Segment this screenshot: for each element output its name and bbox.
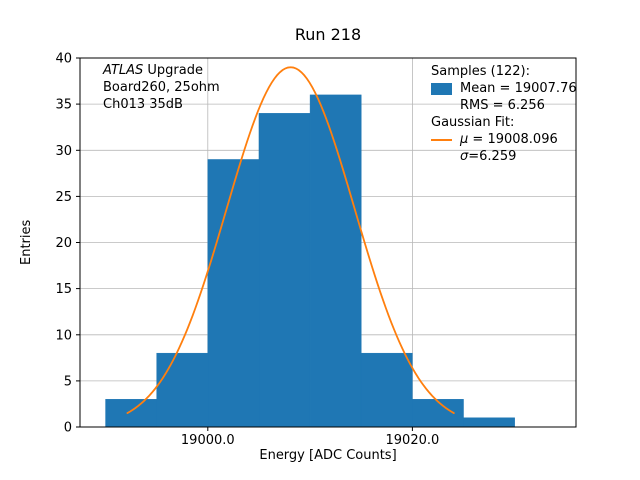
gaussian-fit-curve	[126, 66, 455, 414]
chart-title: Run 218	[294, 25, 362, 44]
y-tick-label: 5	[64, 374, 72, 389]
y-tick-label: 20	[55, 236, 72, 251]
legend-mu-label: μ = 19008.096	[460, 132, 558, 147]
legend-mean-row: Mean = 19007.76	[431, 80, 577, 97]
legend-sigma-label: σ=6.259	[460, 149, 517, 164]
y-tick-label: 30	[55, 144, 72, 159]
y-tick-label: 0	[64, 421, 72, 436]
histogram-bar	[412, 399, 464, 428]
y-tick-label: 40	[55, 52, 72, 67]
y-tick-label: 35	[55, 98, 72, 113]
x-axis-label: Energy [ADC Counts]	[259, 448, 397, 463]
annotation-line2: Board260, 25ohm	[103, 80, 220, 95]
x-tick-label: 19000.0	[181, 433, 235, 448]
legend-samples-header: Samples (122):	[431, 64, 530, 79]
y-tick-label: 15	[55, 282, 72, 297]
annotation-block: ATLAS Upgrade Board260, 25ohm Ch013 35dB	[103, 62, 220, 113]
legend-sigma-row: σ=6.259	[431, 148, 577, 165]
histogram-bar	[463, 417, 515, 428]
histogram-bar	[309, 94, 362, 428]
histogram-swatch	[431, 82, 452, 95]
legend-mu-row: μ = 19008.096	[431, 131, 577, 148]
legend-rms-label: RMS = 6.256	[460, 98, 545, 113]
y-axis-label: Entries	[19, 219, 34, 265]
legend-fit-header: Gaussian Fit:	[431, 115, 515, 130]
histogram-bar	[156, 352, 209, 428]
histogram-bar	[360, 352, 413, 428]
legend-mean-label: Mean = 19007.76	[460, 81, 577, 96]
legend-rms-row: RMS = 6.256	[431, 97, 577, 114]
fit-line-swatch	[431, 138, 452, 141]
legend: Samples (122): Mean = 19007.76 RMS = 6.2…	[431, 63, 577, 165]
annotation-line3: Ch013 35dB	[103, 97, 183, 112]
x-tick-label: 19020.0	[386, 433, 440, 448]
annotation-experiment: ATLAS	[103, 63, 144, 78]
y-tick-label: 10	[55, 328, 72, 343]
histogram-bar	[207, 159, 260, 428]
histogram-bar	[258, 113, 311, 428]
y-tick-label: 25	[55, 190, 72, 205]
histogram-bar	[105, 399, 157, 428]
annotation-line1: ATLAS Upgrade	[103, 63, 203, 78]
